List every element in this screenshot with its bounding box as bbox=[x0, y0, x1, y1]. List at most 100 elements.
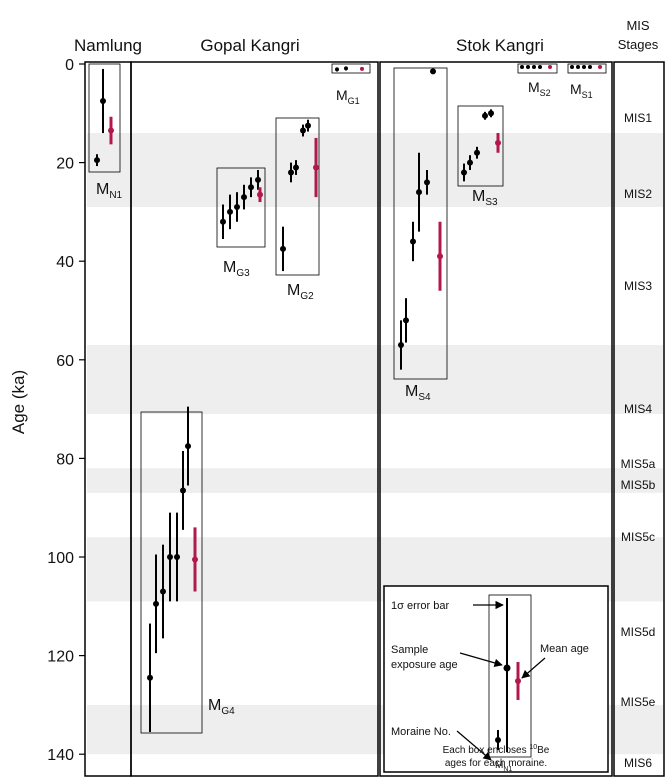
legend-note-line-1: Each box encloses 10Be bbox=[443, 744, 550, 756]
y-tick-label-100: 100 bbox=[47, 550, 74, 567]
mis-stage-labels: MIS1 MIS2 MIS3 MIS4 MIS5a MIS5b MIS5c MIS5d MIS5… bbox=[621, 111, 656, 770]
mis-label-mis2: MIS2 bbox=[624, 187, 652, 201]
sample-point bbox=[248, 184, 254, 191]
mean-point bbox=[437, 253, 443, 260]
y-tick-label-80: 80 bbox=[56, 451, 74, 468]
mean-point bbox=[313, 164, 319, 171]
panel-frame-mis bbox=[613, 61, 665, 777]
legend-error-bar-label: 1σ error bar bbox=[391, 600, 449, 612]
sample-point bbox=[227, 208, 233, 215]
moraine-box bbox=[457, 105, 504, 187]
moraine-box bbox=[567, 63, 607, 74]
sample-point bbox=[160, 588, 166, 595]
legend-box-label: MN1 bbox=[495, 760, 512, 773]
legend-sample-label-2: exposure age bbox=[391, 659, 458, 671]
sample-point bbox=[180, 487, 186, 494]
mis-bands bbox=[87, 133, 663, 755]
mis-header-bottom: Stages bbox=[618, 37, 659, 52]
sample-point bbox=[174, 554, 180, 560]
legend-sample-point bbox=[503, 664, 511, 672]
moraine-s3: MS3 bbox=[457, 105, 504, 208]
moraine-label-main: M bbox=[96, 181, 109, 198]
moraine-label-g2: MG2 bbox=[287, 282, 314, 302]
y-tick-label-20: 20 bbox=[56, 156, 74, 173]
sample-point bbox=[100, 97, 106, 104]
moraine-s1: MS1 bbox=[567, 63, 607, 100]
mean-point bbox=[598, 64, 602, 69]
mis-band-mis4 bbox=[87, 345, 663, 415]
moraine-box bbox=[393, 67, 448, 380]
mis-label-mis5e: MIS5e bbox=[621, 695, 656, 709]
sample-point bbox=[424, 179, 430, 186]
mis-band-mis2 bbox=[87, 133, 663, 207]
sample-point bbox=[461, 169, 467, 176]
mean-point bbox=[257, 191, 263, 198]
sample-point bbox=[167, 554, 173, 560]
mis-label-mis3: MIS3 bbox=[624, 279, 652, 293]
sample-point bbox=[344, 66, 348, 71]
legend-note-sup: 10 bbox=[529, 744, 537, 751]
y-tick-label-140: 140 bbox=[47, 747, 74, 764]
moraine-label-s3: MS3 bbox=[472, 188, 498, 208]
moraine-label-main: M bbox=[570, 81, 582, 97]
moraine-s2: MS2 bbox=[517, 63, 558, 98]
sample-point bbox=[538, 64, 542, 69]
sample-point bbox=[588, 64, 592, 69]
moraine-label-main: M bbox=[287, 282, 300, 299]
moraine-label-sub: N1 bbox=[109, 190, 122, 201]
mis-label-mis1: MIS1 bbox=[624, 111, 652, 125]
sample-point bbox=[153, 600, 159, 607]
legend-mean-label: Mean age bbox=[540, 643, 589, 655]
moraine-box bbox=[517, 63, 558, 74]
sample-point bbox=[416, 189, 422, 196]
moraine-label-s2: MS2 bbox=[528, 79, 551, 98]
sample-point bbox=[255, 176, 261, 183]
panel-title-stok-kangri: Stok Kangri bbox=[456, 36, 544, 55]
panel-title-gopal-kangri: Gopal Kangri bbox=[200, 36, 299, 55]
legend-box-label-main: M bbox=[495, 760, 503, 771]
sample-point bbox=[185, 443, 191, 450]
moraine-label-main: M bbox=[336, 87, 348, 103]
mis-label-mis5a: MIS5a bbox=[621, 457, 656, 471]
mis-band-mis5b bbox=[87, 468, 663, 493]
y-axis-label: Age (ka) bbox=[9, 370, 28, 434]
moraine-label-main: M bbox=[472, 188, 485, 205]
sample-point bbox=[300, 127, 306, 134]
moraine-box bbox=[331, 63, 371, 74]
moraine-g2: MG2 bbox=[275, 117, 320, 302]
sample-point bbox=[293, 164, 299, 171]
sample-point bbox=[403, 317, 409, 324]
legend-moraine-no-label: Moraine No. bbox=[391, 726, 451, 738]
legend-mean-point bbox=[515, 678, 521, 684]
sample-point bbox=[482, 112, 488, 119]
moraine-g3: MG3 bbox=[216, 167, 266, 279]
legend-note-pre: Each box encloses bbox=[443, 745, 530, 756]
y-tick-label-120: 120 bbox=[47, 649, 74, 666]
sample-point bbox=[532, 64, 536, 69]
sample-point bbox=[234, 203, 240, 210]
mean-point bbox=[192, 556, 198, 563]
sample-point bbox=[474, 149, 480, 156]
moraine-label-main: M bbox=[405, 383, 418, 400]
moraine-label-n1: MN1 bbox=[96, 181, 123, 201]
moraine-n1: MN1 bbox=[88, 63, 123, 201]
moraine-label-sub: G4 bbox=[221, 706, 235, 717]
sample-point bbox=[305, 122, 311, 129]
legend-sample-label-1: Sample bbox=[391, 644, 428, 656]
moraine-label-sub: G1 bbox=[348, 96, 360, 106]
moraine-g4: MG4 bbox=[140, 406, 235, 734]
mis-label-mis5c: MIS5c bbox=[621, 530, 655, 544]
sample-point bbox=[288, 169, 294, 176]
panel-frame-stok-kangri bbox=[379, 61, 613, 777]
moraine-label-g4: MG4 bbox=[208, 697, 235, 717]
y-tick-label-60: 60 bbox=[56, 353, 74, 370]
moraine-label-sub: G2 bbox=[300, 291, 314, 302]
legend-box-label-sub: N1 bbox=[503, 766, 512, 773]
moraine-box bbox=[216, 167, 266, 248]
moraine-label-g3: MG3 bbox=[223, 259, 250, 279]
legend-extra-point bbox=[495, 737, 501, 743]
legend-box: 1σ error bar Sample exposure age Mean ag… bbox=[383, 585, 609, 773]
mean-point bbox=[495, 139, 501, 146]
legend-moraine-box bbox=[488, 594, 532, 758]
sample-point bbox=[430, 68, 436, 75]
